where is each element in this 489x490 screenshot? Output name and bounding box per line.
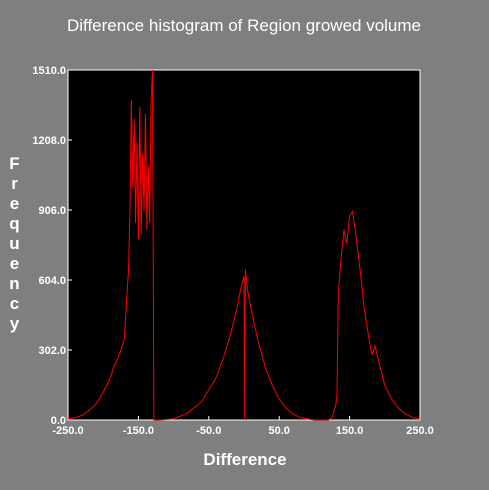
x-tick-label: -50.0: [196, 425, 221, 437]
x-tick-label: 50.0: [268, 425, 289, 437]
y-tick-label: 0.0: [51, 415, 66, 427]
x-tick-label: -150.0: [123, 425, 154, 437]
series-line: [67, 69, 421, 421]
y-tick-label: 302.0: [38, 345, 66, 357]
y-tick-label: 1510.0: [32, 65, 66, 77]
y-tick-label: 604.0: [38, 275, 66, 287]
x-tick-label: -250.0: [52, 425, 83, 437]
x-tick-label: 150.0: [336, 425, 364, 437]
x-tick-label: 250.0: [406, 425, 434, 437]
x-axis-label: Difference: [203, 450, 286, 469]
y-axis-label: Frequency: [5, 154, 24, 334]
chart-title: Difference histogram of Region growed vo…: [67, 16, 421, 35]
y-tick-label: 906.0: [38, 205, 66, 217]
y-tick-label: 1208.0: [32, 135, 66, 147]
